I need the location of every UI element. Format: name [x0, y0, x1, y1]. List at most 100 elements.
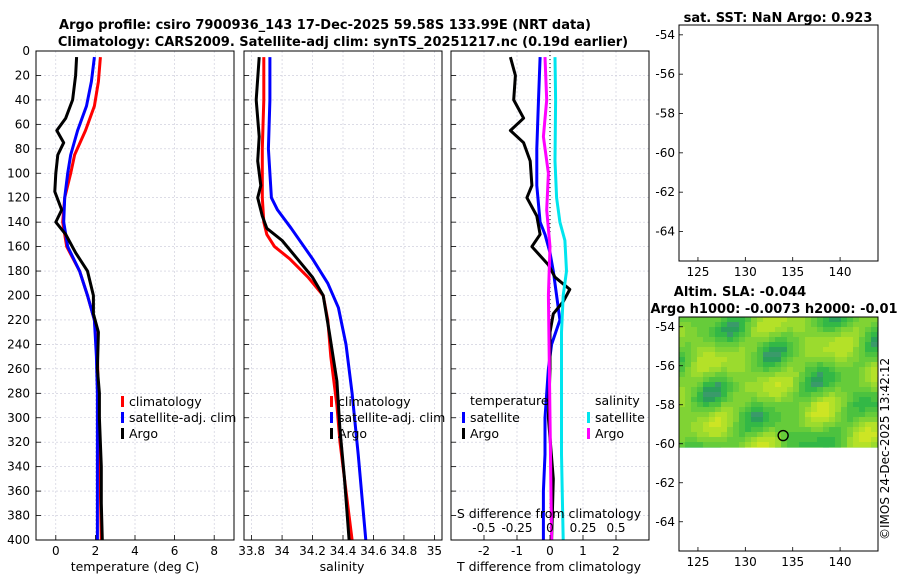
sla-cell — [799, 342, 805, 347]
sla-cell — [769, 347, 775, 352]
sla-cell — [775, 357, 781, 362]
sla-cell — [697, 407, 703, 412]
sla-cell — [823, 337, 829, 342]
sla-cell — [835, 432, 841, 437]
sla-cell — [853, 357, 859, 362]
sla-cell — [847, 392, 853, 397]
sla-cell — [829, 362, 835, 367]
sla-cell — [763, 427, 769, 432]
sla-cell — [685, 417, 691, 422]
sla-cell — [703, 337, 709, 342]
sla-cell — [865, 387, 871, 392]
sla-cell — [715, 372, 721, 377]
sla-cell — [697, 412, 703, 417]
diff-xtick-label: -1 — [511, 544, 523, 558]
sla-cell — [745, 397, 751, 402]
sla-cell — [805, 437, 811, 442]
sla-cell — [679, 367, 685, 372]
sla-cell — [781, 427, 787, 432]
sla-cell — [751, 387, 757, 392]
sla-cell — [805, 372, 811, 377]
sla-cell — [817, 377, 823, 382]
sla-cell — [727, 337, 733, 342]
sla-cell — [841, 322, 847, 327]
sla-cell — [793, 412, 799, 417]
sla-cell — [775, 362, 781, 367]
sla-cell — [853, 317, 859, 322]
sla-cell — [859, 322, 865, 327]
sla-cell — [751, 407, 757, 412]
sla-cell — [703, 377, 709, 382]
sla-cell — [871, 397, 877, 402]
sla-cell — [763, 392, 769, 397]
sla-cell — [787, 342, 793, 347]
sla-cell — [703, 387, 709, 392]
sla-cell — [703, 422, 709, 427]
temp-xlabel: temperature (deg C) — [71, 559, 200, 574]
sla-cell — [703, 352, 709, 357]
sla-cell — [727, 437, 733, 442]
sla-cell — [751, 327, 757, 332]
sla-ytick-label: -64 — [655, 515, 675, 529]
sla-cell — [829, 317, 835, 322]
sla-cell — [739, 447, 745, 448]
sla-cell — [691, 387, 697, 392]
sla-cell — [829, 397, 835, 402]
sla-cell — [721, 372, 727, 377]
sla-cell — [697, 437, 703, 442]
sla-cell — [697, 387, 703, 392]
legend-label-s-argo: Argo — [595, 426, 624, 441]
sla-cell — [805, 367, 811, 372]
sla-cell — [745, 382, 751, 387]
sla-cell — [871, 352, 877, 357]
sla-cell — [811, 382, 817, 387]
sla-cell — [751, 437, 757, 442]
sla-cell — [817, 337, 823, 342]
sla-cell — [817, 357, 823, 362]
sla-cell — [793, 317, 799, 322]
sla-cell — [793, 347, 799, 352]
sla-cell — [685, 392, 691, 397]
sla-cell — [835, 352, 841, 357]
depth-tick-label: 280 — [7, 386, 30, 400]
sla-cell — [757, 352, 763, 357]
sla-cell — [871, 367, 877, 372]
sla-cell — [865, 337, 871, 342]
sla-cell — [781, 382, 787, 387]
sla-cell — [733, 347, 739, 352]
sla-cell — [727, 392, 733, 397]
sla-cell — [823, 362, 829, 367]
sla-cell — [697, 427, 703, 432]
sla-cell — [847, 352, 853, 357]
sla-cell — [721, 342, 727, 347]
sla-cell — [697, 322, 703, 327]
sla-cell — [739, 332, 745, 337]
sla-cell — [727, 372, 733, 377]
sla-cell — [745, 377, 751, 382]
sla-cell — [787, 362, 793, 367]
sla-cell — [835, 327, 841, 332]
sla-cell — [715, 347, 721, 352]
diff-xlabel: T difference from climatology — [456, 559, 642, 574]
sla-cell — [727, 322, 733, 327]
sla-cell — [721, 432, 727, 437]
sla-cell — [685, 337, 691, 342]
sla-cell — [823, 317, 829, 322]
sla-cell — [733, 372, 739, 377]
sla-cell — [805, 447, 811, 448]
sla-cell — [835, 427, 841, 432]
sal-axes-frame — [243, 50, 443, 541]
sla-cell — [829, 337, 835, 342]
sla-cell — [859, 347, 865, 352]
sla-cell — [787, 437, 793, 442]
sla-cell — [829, 442, 835, 447]
diff-xtick-label: 0 — [546, 544, 554, 558]
sla-cell — [697, 442, 703, 447]
sla-cell — [781, 322, 787, 327]
sla-cell — [703, 392, 709, 397]
sla-cell — [841, 432, 847, 437]
sla-cell — [865, 357, 871, 362]
sla-cell — [871, 372, 877, 377]
sla-cell — [679, 362, 685, 367]
sla-cell — [703, 432, 709, 437]
